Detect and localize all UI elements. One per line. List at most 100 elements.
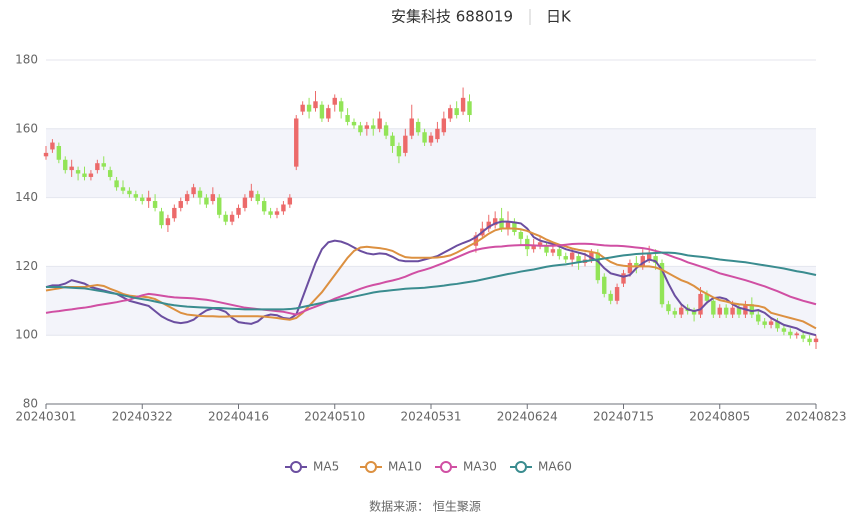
candle-body: [358, 125, 363, 133]
candle-body: [371, 125, 376, 129]
candle-body: [608, 293, 613, 301]
candle-body: [242, 197, 248, 208]
candle-body: [390, 135, 395, 146]
candle-body: [595, 252, 601, 281]
candle-body: [640, 256, 645, 267]
candle-body: [492, 218, 498, 226]
candle-body: [178, 201, 183, 208]
candle-body: [120, 187, 126, 191]
candle-body: [255, 194, 260, 202]
candle-body: [653, 256, 658, 263]
candle-body: [294, 118, 299, 167]
y-tick-label: 80: [23, 397, 38, 411]
candle-body: [306, 104, 312, 112]
candle-body: [364, 125, 370, 129]
candle-body: [338, 101, 344, 112]
candle-body: [544, 245, 549, 253]
legend-marker: [440, 461, 452, 473]
candle-body: [730, 307, 735, 315]
candle-body: [88, 173, 94, 177]
candle-body: [217, 197, 222, 215]
candle-body: [146, 197, 151, 202]
candle-body: [467, 101, 472, 116]
candle-body: [377, 118, 382, 129]
candle-body: [82, 173, 87, 177]
candle-body: [602, 276, 607, 294]
x-tick-label: 20240823: [785, 410, 846, 424]
candle-body: [698, 293, 703, 315]
candle-body: [326, 108, 331, 119]
candle-body: [736, 307, 742, 315]
legend-label: MA60: [538, 460, 572, 474]
candle-body: [140, 197, 145, 202]
candle-body: [794, 333, 799, 336]
candle-body: [428, 135, 434, 143]
ma-line: [46, 251, 817, 311]
candle-body: [800, 335, 806, 339]
candle-body: [249, 190, 254, 198]
candle-body: [56, 146, 62, 160]
x-tick-label: 20240805: [689, 410, 750, 424]
candle-body: [499, 218, 504, 229]
candle-body: [691, 311, 697, 315]
y-tick-label: 180: [15, 53, 38, 67]
candle-body: [557, 249, 562, 257]
candle-body: [711, 300, 716, 315]
candle-body: [621, 273, 626, 284]
source-note: 数据来源： 恒生聚源: [369, 499, 481, 514]
legend-label: MA10: [388, 460, 422, 474]
candle-body: [422, 132, 427, 143]
ma-line: [45, 227, 817, 330]
candle-body: [717, 307, 722, 315]
candle-body: [268, 211, 273, 215]
candle-body: [589, 252, 594, 260]
candle-body: [127, 190, 132, 195]
candle-body: [550, 249, 556, 253]
candle-body: [704, 293, 710, 301]
candle-body: [569, 252, 575, 260]
candle-body: [107, 170, 113, 177]
candle-body: [666, 304, 671, 312]
candle-body: [229, 214, 235, 222]
y-tick-label: 140: [15, 190, 38, 204]
candle-body: [813, 338, 819, 343]
candle-body: [236, 207, 241, 215]
x-tick-label: 20240510: [304, 410, 365, 424]
candle-body: [152, 201, 158, 208]
candle-body: [435, 128, 440, 140]
candle-body: [95, 163, 100, 171]
candle-body: [383, 125, 389, 136]
candle-body: [210, 194, 216, 202]
candle-body: [614, 287, 620, 301]
ma-line: [45, 242, 817, 316]
candle-body: [43, 152, 49, 157]
x-tick-label: 20240624: [497, 410, 558, 424]
candle-body: [261, 201, 267, 212]
candle-body: [756, 314, 761, 322]
candle-body: [50, 142, 55, 150]
candle-body: [114, 180, 119, 188]
candle-body: [460, 97, 466, 112]
candle-body: [788, 331, 793, 336]
candle-body: [679, 307, 684, 315]
candle-body: [723, 307, 729, 315]
candle-body: [345, 115, 350, 122]
candle-body: [281, 204, 286, 212]
grid-band: [46, 266, 816, 336]
candle-body: [525, 238, 530, 250]
candle-body: [300, 104, 305, 112]
candle-body: [537, 242, 543, 246]
candle-body: [749, 304, 755, 315]
y-tick-label: 120: [15, 259, 38, 273]
candle-body: [184, 194, 190, 202]
candle-body: [165, 218, 171, 226]
candle-body: [204, 197, 209, 205]
candle-body: [396, 146, 402, 157]
candle-body: [287, 197, 293, 205]
candle-body: [634, 262, 639, 267]
y-tick-label: 100: [15, 328, 38, 342]
x-tick-label: 20240715: [593, 410, 654, 424]
candle-body: [454, 108, 459, 116]
candle-body: [274, 211, 280, 215]
